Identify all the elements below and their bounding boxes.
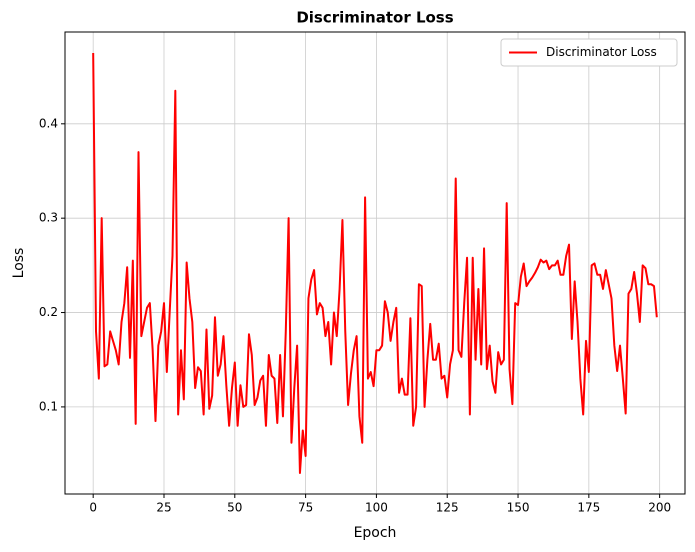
x-tick-label: 200: [648, 501, 671, 515]
x-axis-label: Epoch: [354, 525, 397, 541]
x-tick-label: 50: [227, 501, 242, 515]
y-tick-label: 0.2: [39, 305, 58, 319]
legend-box: [500, 38, 678, 67]
x-tick-label: 0: [89, 501, 97, 515]
y-tick-label: 0.3: [39, 211, 58, 225]
x-tick-label: 100: [365, 501, 388, 515]
y-axis-label: Loss: [11, 248, 27, 279]
x-tick-label: 150: [507, 501, 530, 515]
x-tick-label: 75: [298, 501, 313, 515]
x-tick-label: 125: [436, 501, 459, 515]
x-tick-label: 175: [577, 501, 600, 515]
x-tick-label: 25: [156, 501, 171, 515]
chart-title: Discriminator Loss: [296, 9, 453, 27]
legend-label: Discriminator Loss: [546, 45, 657, 59]
y-tick-label: 0.4: [39, 116, 58, 130]
plot-frame: [64, 31, 686, 495]
y-tick-label: 0.1: [39, 399, 58, 413]
data-line: [92, 53, 658, 474]
